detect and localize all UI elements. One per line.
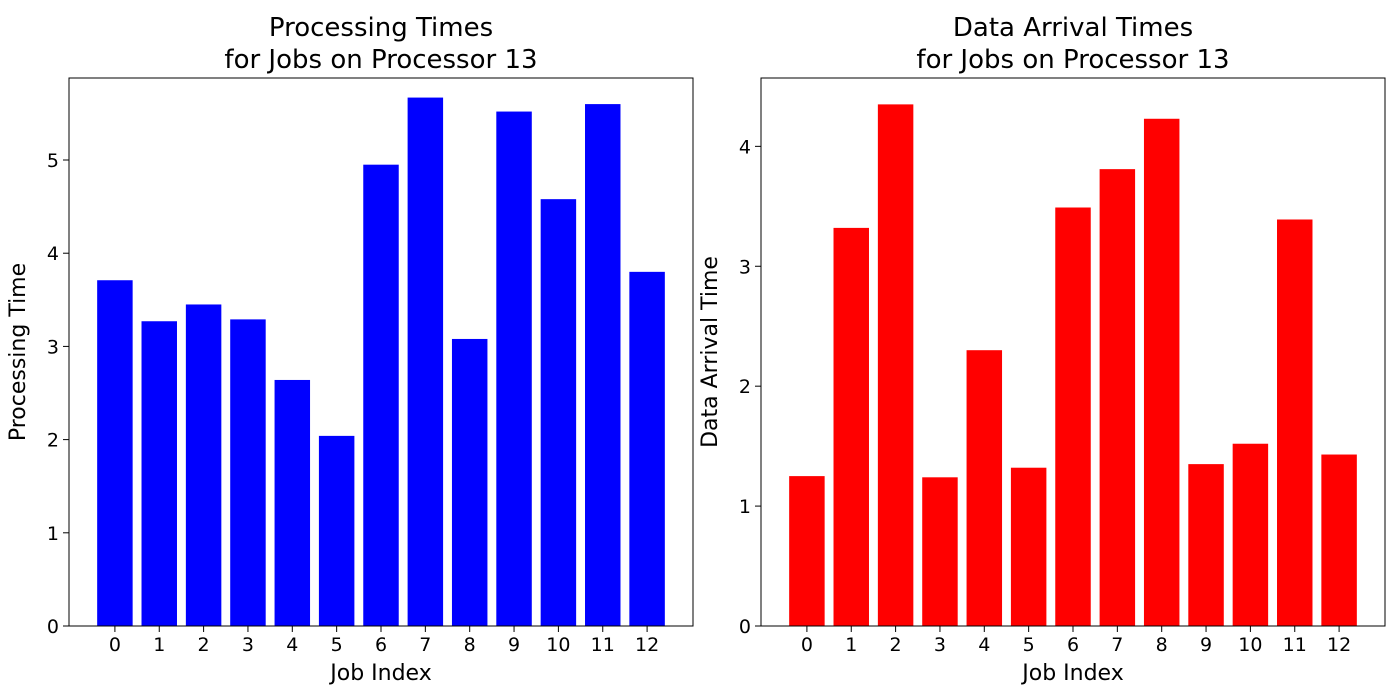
- x-tick-label: 12: [635, 634, 659, 656]
- y-tick-label: 4: [47, 243, 59, 265]
- bar-job-4: [966, 350, 1003, 626]
- x-tick-label: 1: [845, 634, 857, 656]
- bar-job-10: [1232, 443, 1269, 626]
- bar-job-4: [274, 379, 311, 626]
- y-axis-label: Data Arrival Time: [698, 256, 723, 448]
- y-tick-label: 1: [47, 523, 59, 545]
- bar-job-0: [97, 280, 133, 626]
- x-tick-label: 10: [1238, 634, 1262, 656]
- processing-times-chart: Processing Times for Jobs on Processor 1…: [6, 13, 694, 686]
- y-tick-label: 4: [739, 136, 751, 158]
- x-tick-label: 8: [1156, 634, 1168, 656]
- bar-job-12: [629, 271, 665, 626]
- x-tick-label: 12: [1327, 634, 1351, 656]
- plot-frame: [68, 77, 694, 627]
- x-tick-label: 6: [1067, 634, 1079, 656]
- y-tick-label: 0: [47, 616, 59, 638]
- y-tick-label: 3: [739, 256, 751, 278]
- x-tick-label: 6: [375, 634, 387, 656]
- y-tick-label: 0: [739, 616, 751, 638]
- bar-job-9: [1188, 464, 1224, 626]
- y-tick-label: 1: [739, 496, 751, 518]
- bar-job-2: [185, 304, 222, 626]
- x-tick-label: 5: [331, 634, 343, 656]
- bar-job-5: [1010, 467, 1047, 626]
- y-axis-label: Processing Time: [6, 263, 31, 441]
- y-tick-label: 2: [47, 430, 59, 452]
- bar-job-7: [407, 97, 444, 627]
- bar-job-11: [585, 104, 621, 627]
- x-tick-label: 5: [1023, 634, 1035, 656]
- y-tick-label: 5: [47, 150, 59, 172]
- x-tick-label: 0: [109, 634, 121, 656]
- bar-job-2: [877, 104, 914, 627]
- plot-frame: [760, 77, 1386, 627]
- bar-job-6: [1055, 207, 1091, 626]
- bar-job-8: [451, 338, 488, 626]
- x-axis-label: Job Index: [328, 661, 431, 686]
- bar-job-0: [789, 476, 825, 626]
- x-tick-label: 11: [591, 634, 615, 656]
- x-tick-label: 9: [508, 634, 520, 656]
- bar-job-9: [496, 111, 532, 626]
- bar-job-11: [1277, 219, 1313, 627]
- chart-title-line-1: Processing Times: [269, 13, 493, 43]
- chart-title-line-2: for Jobs on Processor 13: [224, 45, 537, 75]
- bar-job-3: [922, 477, 958, 626]
- x-tick-label: 3: [242, 634, 254, 656]
- y-tick-label: 3: [47, 336, 59, 358]
- x-tick-label: 7: [1111, 634, 1123, 656]
- x-tick-label: 9: [1200, 634, 1212, 656]
- bar-job-8: [1143, 118, 1180, 627]
- bar-job-5: [318, 435, 355, 626]
- chart-title-line-1: Data Arrival Times: [953, 13, 1193, 43]
- x-tick-label: 0: [801, 634, 813, 656]
- x-tick-label: 11: [1283, 634, 1307, 656]
- chart-title-line-2: for Jobs on Processor 13: [916, 45, 1229, 75]
- x-tick-label: 4: [978, 634, 990, 656]
- x-tick-label: 2: [890, 634, 902, 656]
- bar-job-6: [363, 164, 399, 626]
- x-tick-label: 1: [153, 634, 165, 656]
- bar-job-12: [1321, 454, 1357, 626]
- bar-job-1: [833, 227, 869, 626]
- x-tick-label: 3: [934, 634, 946, 656]
- x-tick-label: 7: [419, 634, 431, 656]
- x-axis-label: Job Index: [1020, 661, 1123, 686]
- bar-job-3: [230, 319, 266, 626]
- bar-job-10: [540, 199, 577, 626]
- data-arrival-times-chart: Data Arrival Times for Jobs on Processor…: [698, 13, 1386, 686]
- x-tick-label: 4: [286, 634, 298, 656]
- bar-job-7: [1099, 169, 1136, 626]
- bar-job-1: [141, 321, 177, 626]
- x-tick-label: 10: [546, 634, 570, 656]
- x-tick-label: 8: [464, 634, 476, 656]
- x-tick-label: 2: [198, 634, 210, 656]
- y-tick-label: 2: [739, 376, 751, 398]
